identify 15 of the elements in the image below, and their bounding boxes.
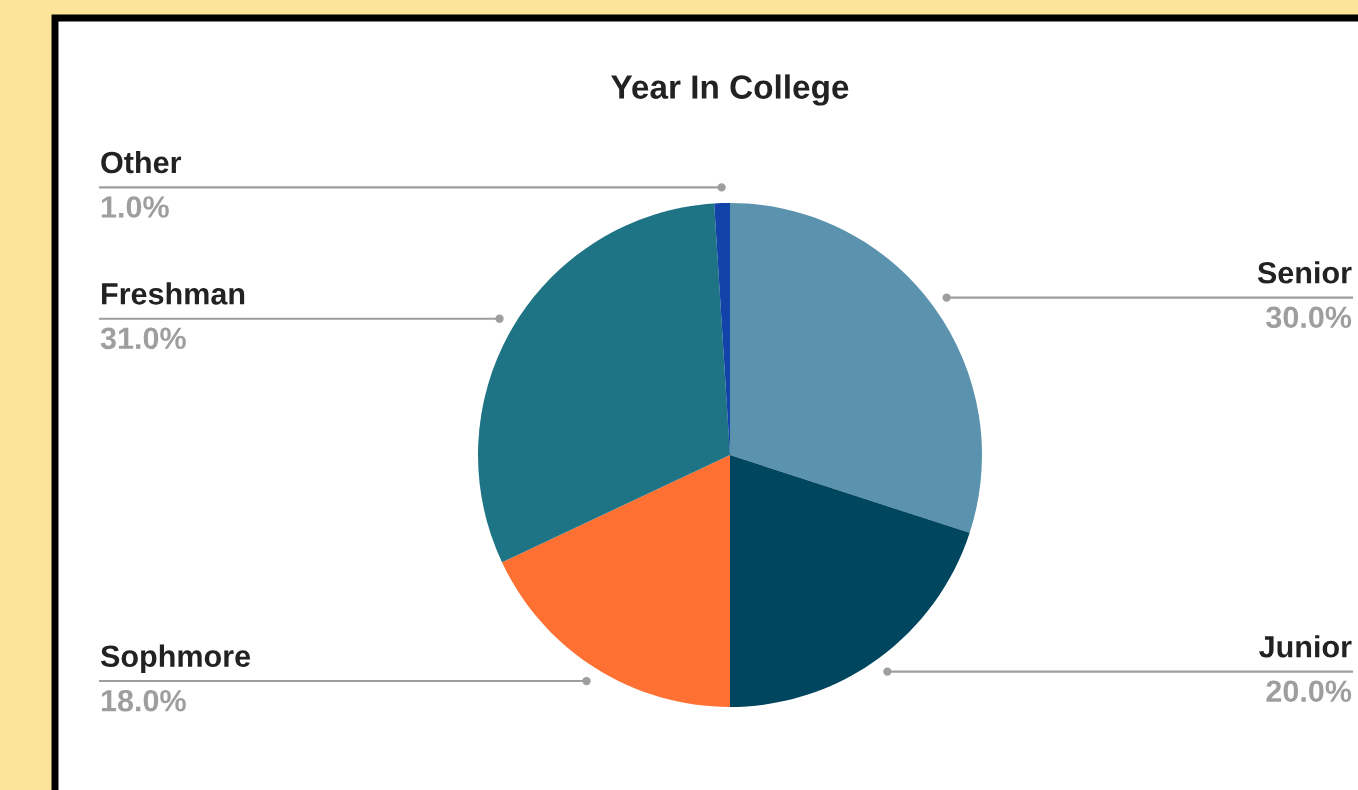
data-label: 18.0% [101, 689, 186, 712]
data-label: 31.0% [100, 327, 186, 350]
pie-slice [478, 203, 730, 563]
slice-label: Other [101, 150, 182, 174]
data-label: 30.0% [1266, 306, 1352, 329]
slice-label: Freshman [102, 282, 245, 305]
slice-label: Sophmore [100, 644, 251, 674]
data-label: 1.0% [101, 196, 169, 218]
pie-slice [730, 455, 970, 707]
data-label: 20.0% [1266, 680, 1352, 703]
pie-slice [730, 203, 982, 533]
pie-slice [501, 455, 730, 707]
slice-label: Junior [1259, 635, 1352, 658]
slice-label: Senior [1257, 261, 1352, 284]
chart-title: Year In College [611, 74, 849, 106]
